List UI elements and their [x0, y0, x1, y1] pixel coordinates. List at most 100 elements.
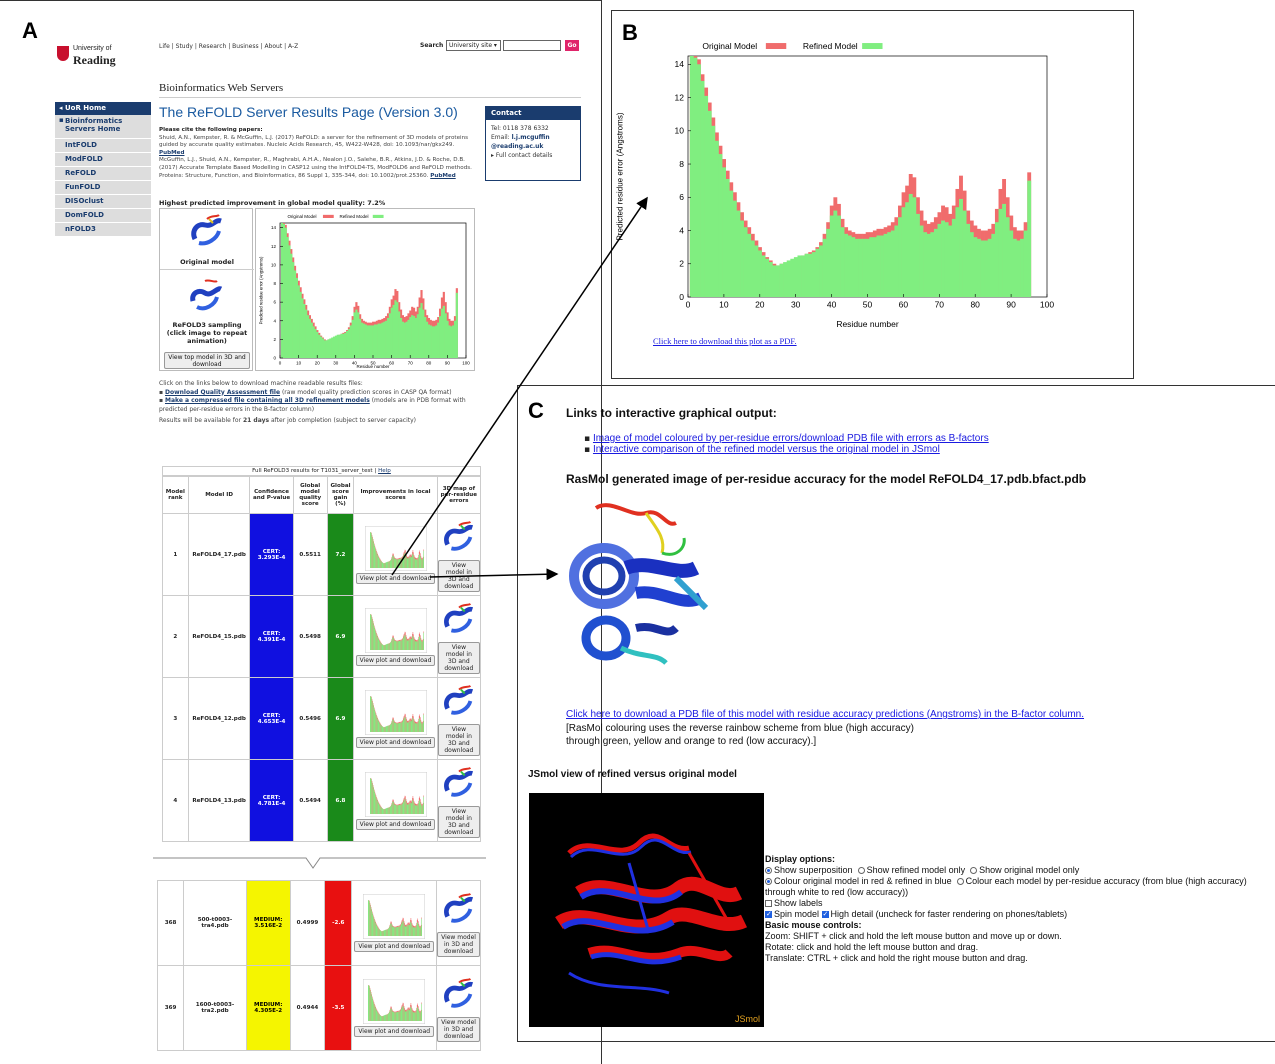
residue-error-3d-image[interactable]: [440, 890, 478, 928]
radio-refined-only[interactable]: [857, 867, 865, 875]
view-plot-button[interactable]: View plot and download: [355, 572, 436, 584]
mini-error-plot[interactable]: [364, 607, 428, 653]
checkbox-show-labels[interactable]: [765, 900, 772, 908]
view-model-button[interactable]: View model in 3D and download: [437, 641, 480, 674]
mini-error-plot[interactable]: [362, 978, 426, 1025]
table-break-divider: [153, 857, 486, 869]
residue-error-3d-image[interactable]: [440, 682, 478, 720]
refold-sampling-label: ReFOLD3 sampling (click image to repeat …: [166, 321, 248, 345]
search-input[interactable]: [503, 40, 561, 51]
top-navigation[interactable]: Life | Study | Research | Business | Abo…: [159, 43, 299, 50]
refined-bar: [375, 324, 378, 358]
refined-bar: [973, 237, 978, 297]
refined-bar: [351, 319, 354, 358]
checkbox-high-detail[interactable]: [821, 909, 829, 920]
refined-bar: [790, 258, 795, 297]
cell-3d-map: View model in 3D and download: [436, 965, 481, 1051]
radio-superposition[interactable]: [765, 867, 772, 875]
pubmed-link-2[interactable]: PubMed: [430, 172, 456, 179]
bfactor-image-link[interactable]: Image of model coloured by per-residue e…: [592, 433, 989, 444]
university-logo[interactable]: University of Reading: [57, 44, 137, 70]
search-scope-select[interactable]: University site ▾: [446, 40, 501, 51]
full-contact-link[interactable]: ▸ Full contact details: [491, 152, 553, 159]
refined-bar: [797, 255, 802, 297]
cell-quality-score: 0.4999: [289, 880, 326, 966]
download-pdf-link[interactable]: Click here to download this plot as a PD…: [653, 336, 797, 346]
residue-error-3d-image[interactable]: [440, 600, 478, 638]
refined-bar: [783, 262, 788, 297]
view-top-model-button[interactable]: View top model in 3D and download: [164, 352, 250, 369]
radio-colour-red-blue[interactable]: [765, 878, 772, 886]
email-label: Email:: [491, 134, 510, 141]
original-model-image[interactable]: [187, 213, 227, 249]
logo-line2: Reading: [73, 53, 116, 67]
cell-local-plot: View plot and download: [353, 677, 438, 760]
view-model-button[interactable]: View model in 3D and download: [437, 559, 480, 592]
refined-bar: [381, 322, 384, 358]
email-domain[interactable]: @reading.ac.uk: [491, 143, 544, 150]
download-qa-link[interactable]: Download Quality Assessment file: [164, 388, 281, 396]
view-plot-button[interactable]: View plot and download: [354, 941, 435, 952]
mini-error-plot[interactable]: [364, 771, 428, 817]
download-models-link[interactable]: Make a compressed file containing all 3D…: [164, 397, 370, 404]
sidebar-item-disoclust[interactable]: DISOclust: [55, 195, 151, 209]
email-link[interactable]: l.j.mcguffin: [511, 134, 550, 141]
help-link[interactable]: Help: [378, 468, 391, 474]
sidebar-item-bioinformatics[interactable]: ▪ Bioinformatics Servers Home: [55, 115, 151, 139]
jsmol-comparison-link[interactable]: Interactive comparison of the refined mo…: [592, 444, 940, 455]
refined-bar: [959, 198, 963, 297]
refined-bar: [772, 265, 777, 297]
sidebar-item-refold[interactable]: ReFOLD: [55, 167, 151, 181]
view-plot-button[interactable]: View plot and download: [355, 818, 436, 830]
avail-post: after job completion (subject to server …: [270, 417, 417, 424]
y-tick-label: 6: [679, 192, 684, 202]
view-plot-button[interactable]: View plot and download: [354, 1026, 435, 1037]
sidebar-home[interactable]: ◂ UoR Home: [55, 102, 151, 115]
checkbox-spin-model[interactable]: [765, 909, 772, 920]
cell-rank: 4: [162, 759, 189, 842]
display-options: Display options: Show superposition Show…: [765, 854, 1275, 964]
mini-error-plot[interactable]: [364, 525, 428, 571]
refined-bar: [854, 238, 859, 297]
sidebar-item-intfold[interactable]: IntFOLD: [55, 139, 151, 153]
residue-error-3d-image[interactable]: [440, 518, 478, 556]
view-plot-button[interactable]: View plot and download: [355, 654, 436, 666]
label-colour-accuracy-cont: through white to red (low accuracy)): [765, 887, 909, 897]
pubmed-link-1[interactable]: PubMed: [159, 149, 185, 156]
refined-bar: [700, 80, 705, 298]
download-intro: Click on the links below to download mac…: [159, 380, 363, 387]
radio-original-only[interactable]: [970, 867, 978, 875]
refined-bar: [327, 339, 330, 358]
mini-error-plot[interactable]: [362, 893, 426, 940]
residue-error-3d-image[interactable]: [440, 764, 478, 802]
refined-bar: [833, 210, 838, 297]
sidebar-item-funfold[interactable]: FunFOLD: [55, 181, 151, 195]
view-model-button[interactable]: View model in 3D and download: [437, 723, 480, 756]
mini-error-plot[interactable]: [364, 689, 428, 735]
link-item-2: ▪ Interactive comparison of the refined …: [584, 444, 940, 455]
crest-icon: [57, 46, 69, 61]
pdb-download-link[interactable]: Click here to download a PDB file of thi…: [566, 709, 1085, 720]
sidebar-item-domfold[interactable]: DomFOLD: [55, 209, 151, 223]
refined-bar: [840, 227, 845, 297]
refined-bar: [372, 325, 375, 358]
refined-bar: [398, 311, 401, 358]
search-go-button[interactable]: Go: [565, 40, 579, 51]
x-tick-label: 40: [827, 300, 837, 310]
refined-bar: [301, 298, 304, 358]
refined-bar: [347, 329, 351, 358]
cell-model-id: ReFOLD4_15.pdb: [187, 595, 251, 678]
refined-bar: [696, 64, 701, 297]
jsmol-viewer[interactable]: JSmol: [529, 793, 764, 1027]
refined-bar: [980, 240, 985, 297]
view-model-button[interactable]: View model in 3D and download: [437, 931, 480, 957]
sidebar-item-nfold3[interactable]: nFOLD3: [55, 223, 151, 237]
view-model-button[interactable]: View model in 3D and download: [437, 1016, 480, 1042]
refold-sampling-image[interactable]: [187, 277, 227, 313]
refined-bar: [403, 322, 406, 358]
radio-colour-accuracy[interactable]: [956, 878, 964, 886]
view-model-button[interactable]: View model in 3D and download: [437, 805, 480, 838]
sidebar-item-modfold[interactable]: ModFOLD: [55, 153, 151, 167]
view-plot-button[interactable]: View plot and download: [355, 736, 436, 748]
residue-error-3d-image[interactable]: [440, 975, 478, 1013]
